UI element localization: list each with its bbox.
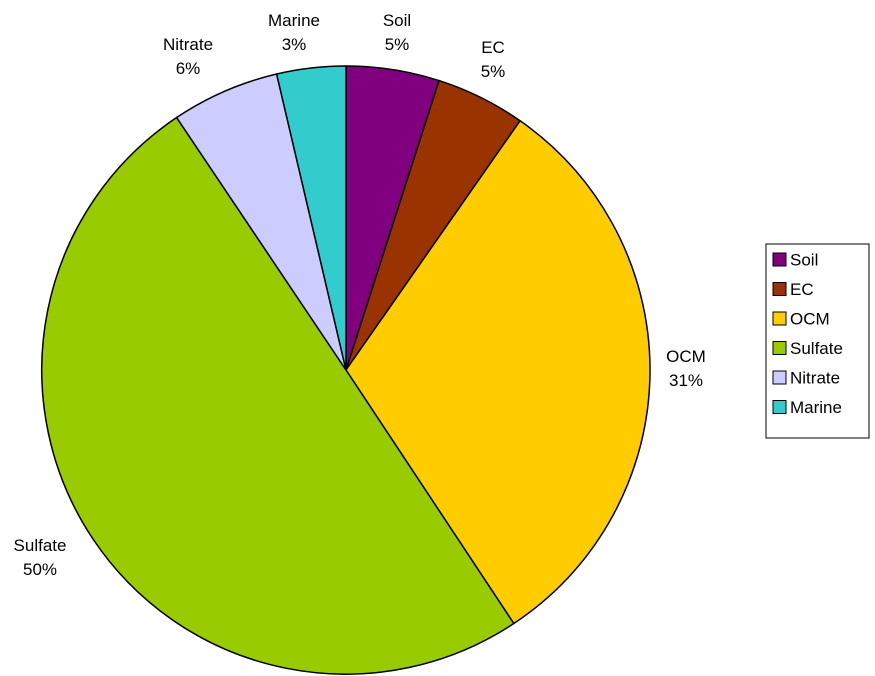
legend-swatch	[772, 370, 787, 385]
pie-slice-marine	[275, 65, 347, 371]
legend-item-nitrate: Nitrate	[772, 369, 840, 388]
slice-label-name: Sulfate	[14, 536, 67, 555]
pie-slice-sulfate	[41, 116, 515, 675]
legend-item-soil: Soil	[772, 251, 818, 270]
legend: Soil EC OCM Sulfate Nitrate Marine	[765, 243, 870, 439]
legend-swatch	[772, 252, 787, 267]
pie-slice-ocm	[345, 120, 651, 625]
legend-swatch	[772, 282, 787, 296]
slice-label-name: Soil	[383, 11, 411, 30]
slice-label-ec: EC 5%	[481, 38, 506, 81]
slice-label-ocm: OCM 31%	[666, 347, 706, 390]
legend-label: OCM	[790, 310, 830, 329]
slice-label-soil: Soil 5%	[383, 11, 411, 54]
slice-label-name: Nitrate	[163, 35, 213, 54]
slice-label-nitrate: Nitrate 6%	[163, 35, 213, 78]
slice-label-sulfate: Sulfate 50%	[14, 536, 67, 579]
legend-label: Sulfate	[790, 339, 843, 358]
slice-label-percent: 5%	[385, 35, 410, 54]
legend-swatch	[772, 311, 787, 326]
slice-label-percent: 5%	[481, 62, 506, 81]
legend-item-sulfate: Sulfate	[772, 339, 843, 358]
legend-label: EC	[790, 280, 814, 299]
legend-label: Soil	[790, 251, 818, 270]
legend-swatch	[772, 400, 787, 414]
slice-label-percent: 50%	[23, 560, 57, 579]
pie-slices	[41, 65, 651, 675]
legend-label: Marine	[790, 398, 842, 417]
legend-swatch	[772, 341, 787, 355]
legend-item-ocm: OCM	[772, 310, 830, 329]
legend-label: Nitrate	[790, 369, 840, 388]
slice-label-name: Marine	[268, 11, 320, 30]
slice-label-name: OCM	[666, 347, 706, 366]
legend-item-marine: Marine	[772, 398, 842, 417]
slice-label-name: EC	[481, 38, 505, 57]
slice-label-percent: 3%	[282, 35, 307, 54]
slice-label-percent: 31%	[669, 371, 703, 390]
legend-item-ec: EC	[772, 280, 814, 299]
slice-label-marine: Marine 3%	[268, 11, 320, 54]
slice-label-percent: 6%	[176, 59, 201, 78]
pie-labels: Soil 5% EC 5% OCM 31% Sulfate 50% Nitrate 6% Marin…	[14, 11, 706, 579]
